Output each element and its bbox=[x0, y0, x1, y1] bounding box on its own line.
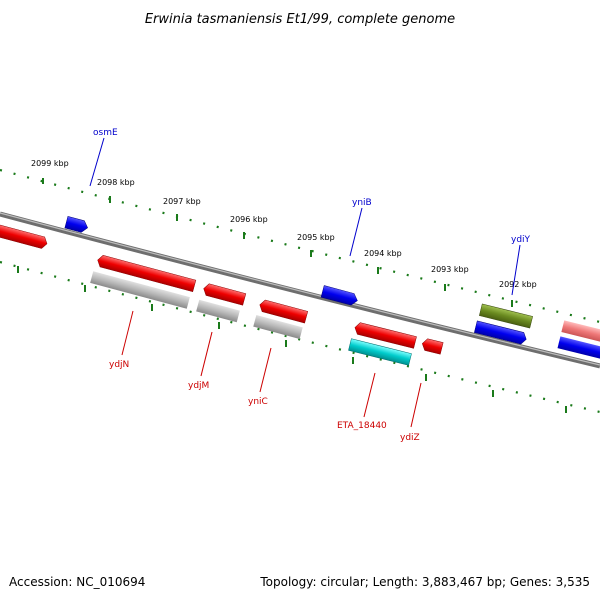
gene-ydjN-grey-feature[interactable] bbox=[90, 271, 190, 309]
gene-ETA_18440-feature[interactable] bbox=[353, 322, 417, 349]
tick-label-2099: 2099 kbp bbox=[31, 159, 69, 168]
gene-edge-red-feature[interactable] bbox=[0, 222, 49, 249]
osmE-leader-line bbox=[89, 137, 105, 187]
gene-label-yniC[interactable]: yniC bbox=[248, 397, 268, 407]
ETA_18440-leader-line bbox=[363, 372, 376, 418]
gene-yniC-grey-feature[interactable] bbox=[253, 314, 303, 340]
gene-ydjM-feature[interactable] bbox=[202, 283, 247, 306]
inner-major-ticks bbox=[17, 266, 567, 413]
outer-major-ticks bbox=[42, 178, 513, 307]
gene-label-ydiY[interactable]: ydiY bbox=[511, 235, 531, 245]
yniC-leader-line bbox=[259, 347, 272, 393]
tick-label-2093: 2093 kbp bbox=[431, 265, 469, 274]
gene-label-ETA_18440[interactable]: ETA_18440 bbox=[337, 421, 387, 431]
gene-label-osmE[interactable]: osmE bbox=[93, 128, 118, 138]
tick-label-2098: 2098 kbp bbox=[97, 178, 135, 187]
tick-label-2092: 2092 kbp bbox=[499, 280, 537, 289]
tick-label-2094: 2094 kbp bbox=[364, 249, 402, 258]
topology-text: Topology: circular; Length: 3,883,467 bp… bbox=[259, 575, 590, 589]
gene-label-ydiZ[interactable]: ydiZ bbox=[400, 433, 420, 443]
tick-label-2097: 2097 kbp bbox=[163, 197, 201, 206]
gene-label-ydjM[interactable]: ydjM bbox=[188, 381, 209, 391]
gene-ydiZ-feature[interactable] bbox=[421, 338, 444, 355]
gene-ydjM-grey-feature[interactable] bbox=[196, 299, 240, 323]
gene-ydiY-blue-feature[interactable] bbox=[474, 320, 527, 345]
gene-ETA_18440-cyan-feature[interactable] bbox=[348, 338, 412, 366]
map-title: Erwinia tasmaniensis Et1/99, complete ge… bbox=[145, 12, 455, 27]
ydjN-leader-line bbox=[121, 310, 134, 356]
gene-edge-blue-feature[interactable] bbox=[557, 336, 600, 364]
tick-label-2096: 2096 kbp bbox=[230, 215, 268, 224]
gene-label-yniB[interactable]: yniB bbox=[352, 198, 372, 208]
gene-ydjN-feature[interactable] bbox=[96, 254, 197, 293]
gene-edge-pink-feature[interactable] bbox=[561, 320, 600, 346]
genome-backbone bbox=[0, 211, 600, 369]
gene-yniC-feature[interactable] bbox=[258, 299, 309, 324]
gene-ydiY-feature[interactable] bbox=[479, 303, 533, 329]
yniB-leader-line bbox=[349, 207, 363, 257]
gene-osmE-feature[interactable] bbox=[64, 216, 89, 233]
ydjM-leader-line bbox=[200, 331, 213, 377]
ydiZ-leader-line bbox=[410, 382, 422, 428]
genome-backbone-highlight bbox=[0, 212, 600, 366]
outer-tick-ring bbox=[0, 168, 600, 324]
gene-yniB-feature[interactable] bbox=[320, 285, 359, 307]
tick-label-2095: 2095 kbp bbox=[297, 233, 335, 242]
ydiY-leader-line bbox=[511, 244, 521, 296]
gene-label-ydjN[interactable]: ydjN bbox=[109, 360, 129, 370]
inner-tick-ring bbox=[0, 260, 600, 414]
accession-text: Accession: NC_010694 bbox=[9, 575, 145, 589]
